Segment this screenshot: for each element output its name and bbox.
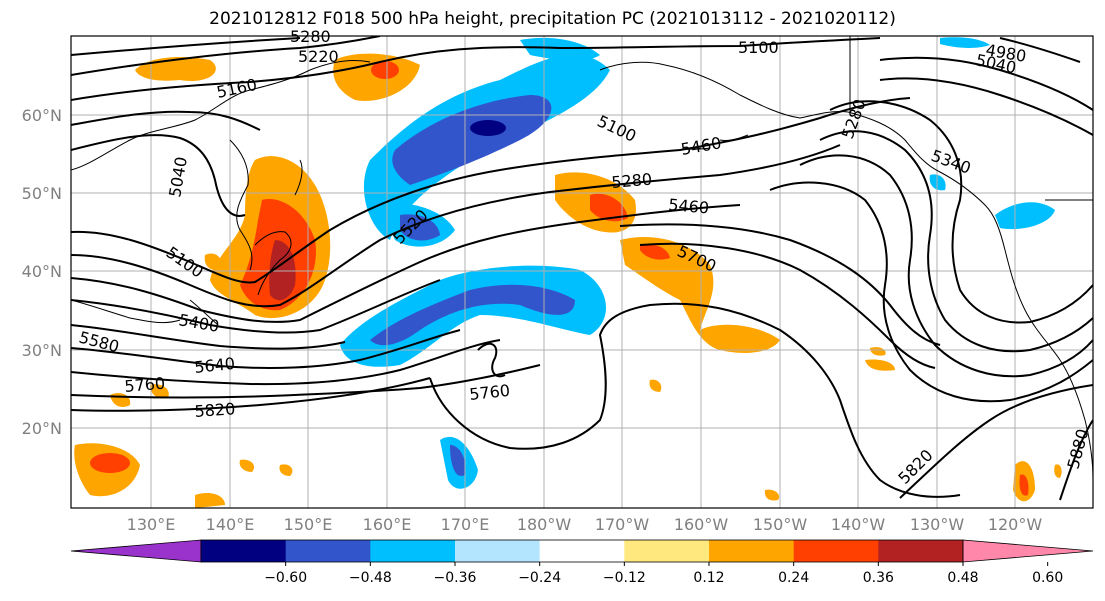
lon-label: 140°W xyxy=(831,515,886,534)
contour-label: 5280 xyxy=(611,170,653,192)
colorbar-swatch xyxy=(285,540,371,562)
colorbar-swatch xyxy=(455,540,541,562)
lon-label: 160°E xyxy=(363,515,412,534)
lon-label: 170°E xyxy=(441,515,490,534)
lon-label: 140°E xyxy=(206,515,255,534)
graticule xyxy=(71,36,1093,508)
lat-label: 50°N xyxy=(22,184,62,203)
lon-label: 170°W xyxy=(595,515,650,534)
colorbar-swatch xyxy=(539,540,625,562)
height-contours xyxy=(71,36,1093,501)
latitude-labels: 60°N 50°N 40°N 30°N 20°N xyxy=(22,106,62,438)
colorbar-tick-label: −0.24 xyxy=(518,570,561,586)
lat-label: 30°N xyxy=(22,341,62,360)
contour-label: 5760 xyxy=(468,381,510,404)
colorbar-extend-low xyxy=(70,539,202,563)
contour-label: 5460 xyxy=(668,195,710,217)
contour-label: 5760 xyxy=(124,374,166,396)
colorbar-tick-label: −0.48 xyxy=(349,570,392,586)
contour-label: 5640 xyxy=(193,354,235,377)
lon-label: 120°W xyxy=(988,515,1043,534)
colorbar-border xyxy=(200,539,964,563)
lat-label: 20°N xyxy=(22,419,62,438)
contour-label: 5220 xyxy=(298,47,339,66)
colorbar-extend-high xyxy=(962,539,1094,563)
contour-label: 5100 xyxy=(738,38,779,57)
lon-label: 180°W xyxy=(517,515,572,534)
colorbar-tick-label: 0.12 xyxy=(693,570,724,586)
colorbar-swatch xyxy=(793,540,879,562)
colorbar-tick-label: 0.24 xyxy=(778,570,809,586)
colorbar-swatch xyxy=(370,540,456,562)
longitude-labels: 130°E 140°E 150°E 160°E 170°E 180°W 170°… xyxy=(127,515,1043,534)
colorbar-tick-label: 0.36 xyxy=(863,570,894,586)
lon-label: 150°W xyxy=(753,515,808,534)
lon-label: 160°W xyxy=(674,515,729,534)
colorbar-swatch xyxy=(709,540,795,562)
negative-precip-shading xyxy=(340,37,1055,489)
colorbar-tick-label: −0.36 xyxy=(434,570,477,586)
lon-label: 130°W xyxy=(910,515,965,534)
contour-label: 5820 xyxy=(194,399,236,421)
lat-label: 40°N xyxy=(22,262,62,281)
colorbar: −0.60 −0.48 −0.36 −0.24 −0.12 0.12 0.24 0.36 0.4… xyxy=(70,539,1094,586)
colorbar-tick-label: −0.12 xyxy=(603,570,646,586)
coastlines xyxy=(71,36,1093,481)
map-title: 2021012812 F018 500 hPa height, precipit… xyxy=(209,9,896,29)
colorbar-swatch xyxy=(624,540,710,562)
colorbar-tick-label: 0.60 xyxy=(1032,570,1063,586)
map-frame xyxy=(70,35,1094,509)
positive-precip-shading xyxy=(74,53,1062,508)
colorbar-tick-label: −0.60 xyxy=(264,570,307,586)
colorbar-swatch xyxy=(201,540,287,562)
lon-label: 150°E xyxy=(284,515,333,534)
lat-label: 60°N xyxy=(22,106,62,125)
colorbar-swatch xyxy=(878,540,964,562)
lon-label: 130°E xyxy=(127,515,176,534)
colorbar-tick-label: 0.48 xyxy=(947,570,978,586)
